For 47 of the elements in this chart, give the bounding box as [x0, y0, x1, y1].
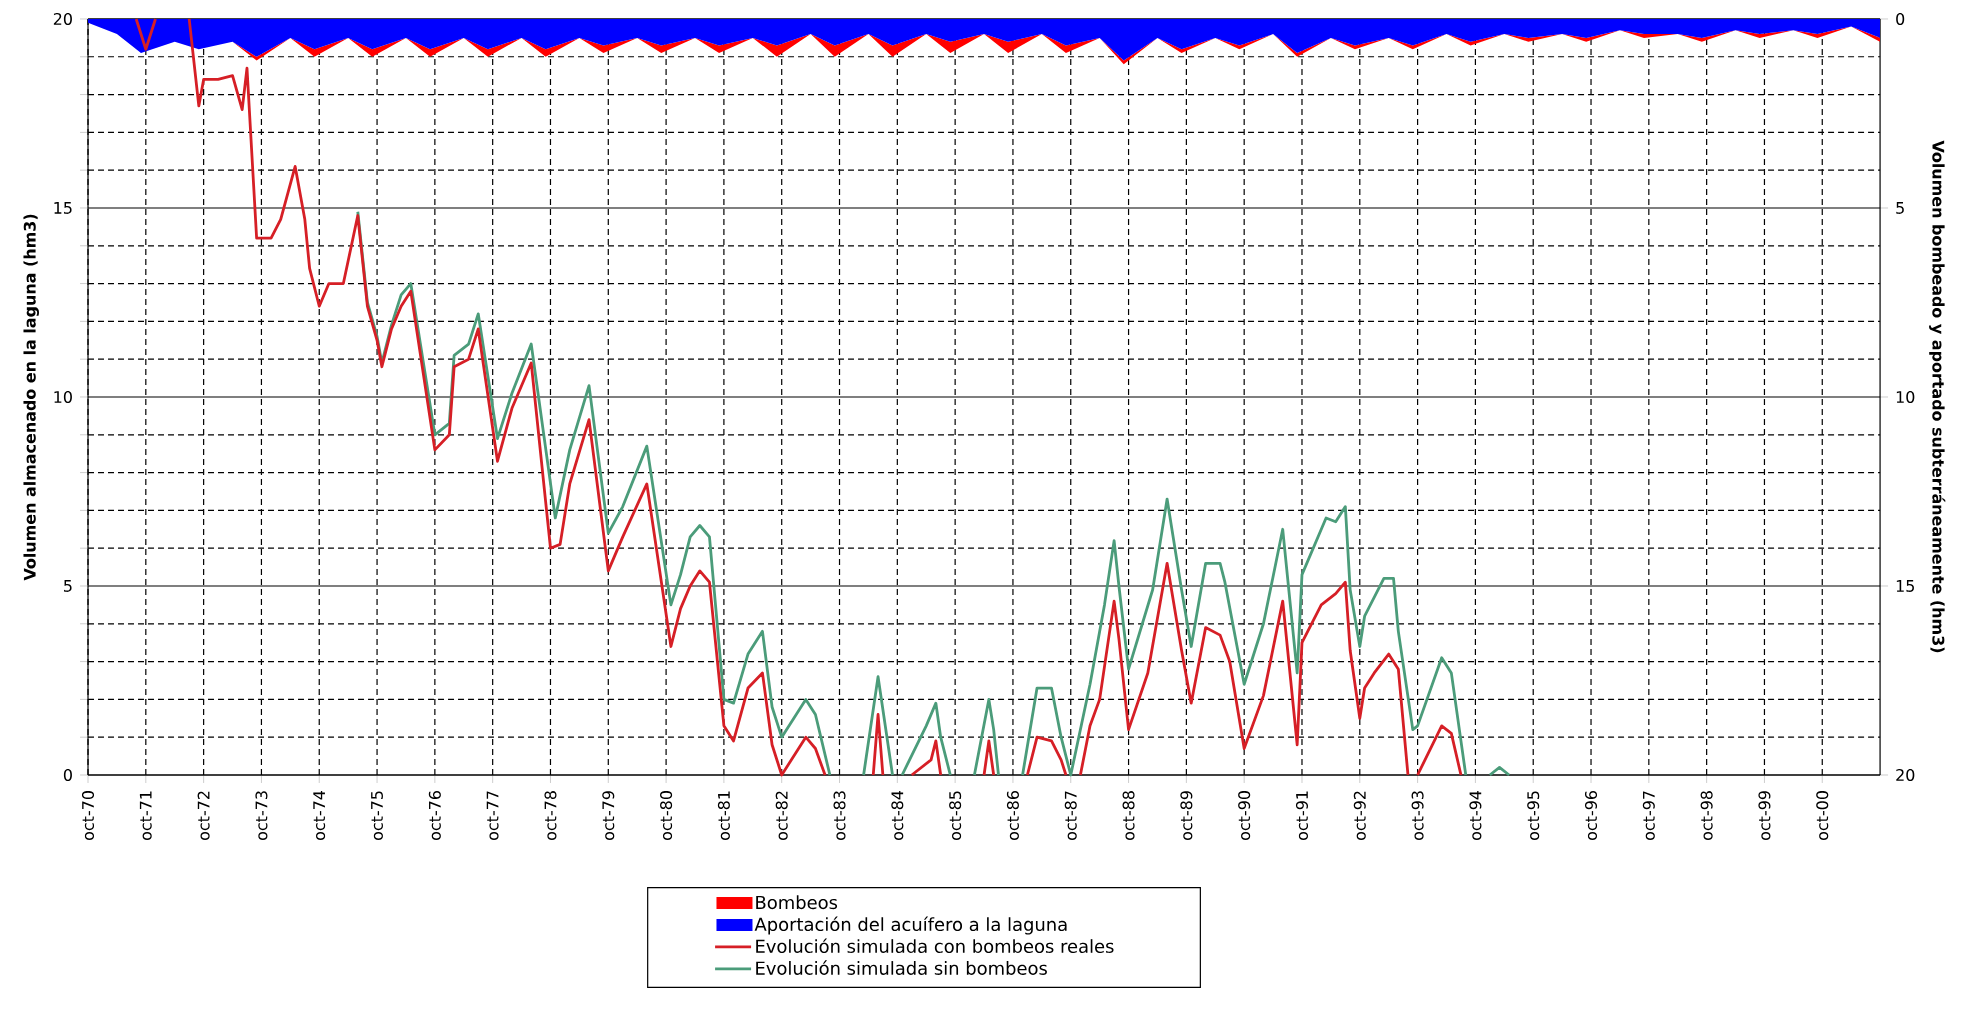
x-tick-label: oct-85 [949, 791, 962, 840]
x-tick-label: oct-71 [139, 791, 152, 840]
x-tick-label: oct-80 [660, 791, 673, 840]
x-tick-label: oct-86 [1006, 791, 1019, 840]
y-tick-label: 15 [54, 202, 72, 214]
x-tick-label: oct-99 [1758, 791, 1771, 840]
x-tick-label: oct-91 [1295, 791, 1309, 840]
x-tick-label: oct-74 [313, 790, 326, 840]
y-tick-label: 0 [63, 768, 72, 782]
x-tick-label: oct-89 [1180, 791, 1193, 840]
y-axis-title: Volumen almacenado en la laguna (hm3) [23, 214, 39, 581]
x-tick-label: oct-93 [1411, 791, 1424, 840]
y-tick-label: 20 [53, 12, 72, 25]
x-tick-label: oct-72 [197, 791, 210, 840]
x-tick-label: oct-97 [1642, 791, 1655, 840]
x-tick-label: oct-82 [775, 791, 788, 840]
x-tick-label: oct-95 [1527, 791, 1540, 840]
x-tick-label: oct-83 [833, 791, 846, 840]
x-tick-label: oct-78 [544, 791, 557, 840]
legend-label: Bombeos [756, 895, 838, 910]
legend-label: Evolución simulada sin bombeos [756, 960, 1047, 975]
y-tick-label: 5 [64, 580, 72, 592]
x-tick-label: oct-84 [891, 790, 904, 840]
x-tick-label: oct-81 [717, 791, 730, 840]
y2-axis-title: Volumen bombeado y aportado subterráneamente (hm3) [1929, 140, 1946, 653]
x-tick-label: oct-96 [1584, 791, 1598, 840]
x-tick-label: oct-79 [602, 791, 615, 840]
y2-tick-label: 10 [1896, 390, 1915, 404]
y2-tick-label: 0 [1896, 12, 1905, 25]
x-tick-label: oct-94 [1469, 790, 1482, 840]
y-tick-label: 10 [54, 390, 72, 403]
x-tick-label: oct-88 [1122, 791, 1135, 840]
x-tick-label: oct-73 [255, 791, 268, 840]
x-tick-label: oct-75 [371, 791, 383, 840]
x-tick-label: oct-98 [1700, 791, 1713, 840]
x-tick-label: oct-87 [1064, 791, 1077, 840]
x-tick-label: oct-77 [486, 791, 499, 840]
x-tick-label: oct-92 [1353, 791, 1366, 840]
y2-tick-label: 20 [1896, 768, 1915, 782]
x-tick-label: oct-00 [1816, 791, 1829, 840]
legend-label: Aportación del acuífero a la laguna [754, 916, 1067, 935]
x-tick-label: oct-90 [1238, 791, 1251, 840]
x-tick-label: oct-70 [81, 791, 95, 840]
y2-tick-label: 5 [1896, 202, 1904, 214]
x-tick-label: oct-76 [428, 791, 441, 840]
legend-label: Evolución simulada con bombeos reales [756, 938, 1114, 954]
y2-tick-label: 15 [1896, 580, 1914, 592]
